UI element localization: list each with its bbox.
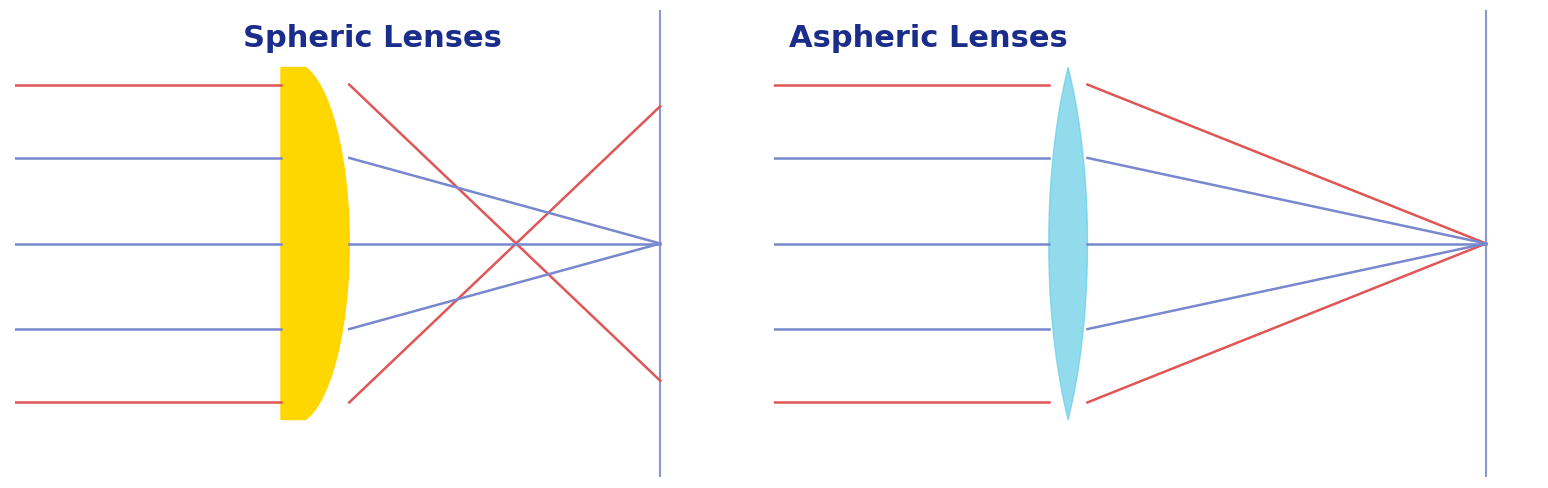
Polygon shape <box>282 68 350 420</box>
Text: Aspheric Lenses: Aspheric Lenses <box>789 24 1068 53</box>
Text: Spheric Lenses: Spheric Lenses <box>243 24 502 53</box>
Polygon shape <box>1050 68 1087 420</box>
